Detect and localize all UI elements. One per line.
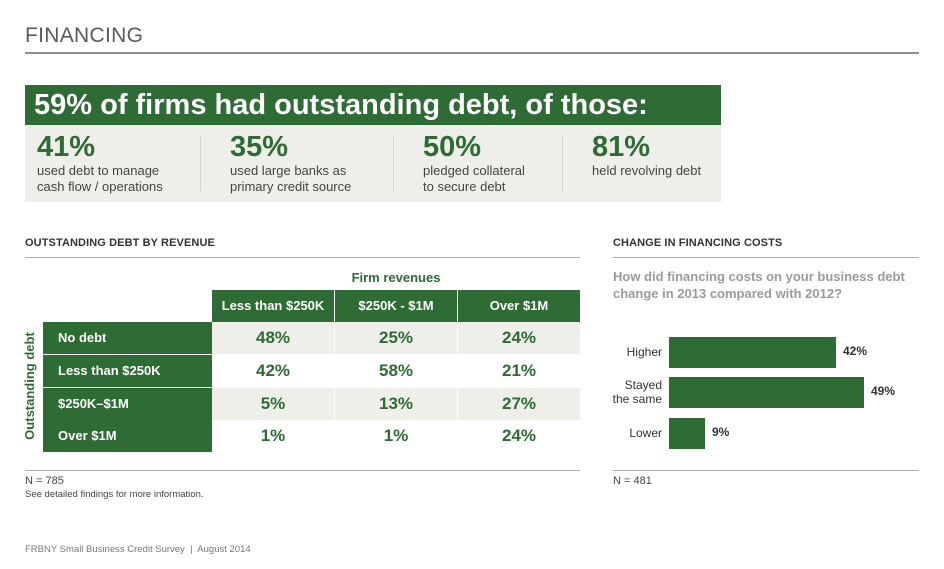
title-divider: [25, 52, 919, 54]
highlight-headline: 59% of firms had outstanding debt, of th…: [25, 85, 721, 125]
table-cell: 58%: [378, 361, 414, 380]
left-section-divider: [25, 257, 580, 258]
table-cell: 42%: [255, 361, 291, 380]
stat-revolving-debt: 81% held revolving debt: [592, 131, 701, 179]
stat-value: 41%: [37, 131, 96, 163]
row-header: Less than $250K: [43, 355, 212, 387]
table-cell: 5%: [212, 388, 334, 420]
table-cell: 21%: [501, 361, 537, 380]
stat-desc-line1: pledged collateral: [423, 163, 525, 178]
bar-category-line: Stayed: [624, 378, 662, 392]
stat-value: 81%: [592, 131, 651, 163]
bar-category-line: Lower: [629, 426, 662, 440]
row-header: $250K–$1M: [43, 388, 212, 420]
table-cell: 1%: [260, 426, 286, 445]
bar-category-line: the same: [612, 392, 662, 406]
stat-desc-line1: used large banks as: [230, 163, 347, 178]
page-title: FINANCING: [25, 24, 144, 47]
stat-separator: [393, 135, 394, 191]
stat-separator: [200, 135, 201, 191]
bar-category-label: Stayed the same: [583, 378, 662, 406]
left-sample-size: N = 785: [25, 475, 64, 487]
bar: [669, 417, 705, 449]
row-header: No debt: [43, 322, 212, 354]
left-section-title: OUTSTANDING DEBT BY REVENUE: [25, 237, 215, 249]
stat-value: 50%: [423, 131, 482, 163]
right-section-divider: [613, 257, 919, 258]
table-cell: 48%: [212, 322, 334, 354]
bar-value-label: 42%: [843, 344, 868, 358]
column-group-label: Firm revenues: [351, 270, 441, 285]
row-group-label: Outstanding debt: [22, 332, 37, 440]
column-header: Over $1M: [458, 290, 580, 322]
stat-large-banks: 35% used large banks as primary credit s…: [230, 131, 351, 195]
table-cell: 24%: [458, 322, 580, 354]
bar-category-label: Lower: [583, 426, 662, 440]
stat-desc-line2: cash flow / operations: [37, 179, 163, 194]
stat-value: 35%: [230, 131, 289, 163]
stat-separator: [562, 135, 563, 191]
table-cell: 13%: [335, 388, 457, 420]
stat-desc-line1: used debt to manage: [37, 163, 160, 178]
stat-desc-line1: held revolving debt: [592, 163, 702, 178]
highlight-stats: 41% used debt to manage cash flow / oper…: [25, 125, 721, 202]
row-header: Over $1M: [43, 420, 212, 452]
bar-value-label: 9%: [712, 425, 730, 439]
right-sample-size: N = 481: [613, 475, 652, 487]
bar-value-label: 49%: [871, 384, 896, 398]
column-header: $250K - $1M: [335, 290, 457, 322]
bar-category-line: Higher: [626, 345, 662, 359]
table-cell: 27%: [458, 388, 580, 420]
stat-collateral: 50% pledged collateral to secure debt: [423, 131, 525, 195]
stat-debt-cashflow: 41% used debt to manage cash flow / oper…: [37, 131, 163, 195]
right-bottom-divider: [613, 470, 919, 471]
right-section-title: CHANGE IN FINANCING COSTS: [613, 237, 783, 249]
stat-desc-line2: to secure debt: [423, 179, 506, 194]
stat-desc-line2: primary credit source: [230, 179, 352, 194]
left-bottom-divider: [25, 470, 580, 471]
column-header: Less than $250K: [212, 290, 334, 322]
survey-question: How did financing costs on your business…: [613, 269, 905, 301]
table-cell: 25%: [335, 322, 457, 354]
table-cell: 24%: [501, 426, 537, 445]
bar: [669, 376, 864, 408]
left-footnote: See detailed findings for more informati…: [25, 489, 204, 500]
footer-source: FRBNY Small Business Credit Survey | Aug…: [25, 544, 251, 555]
bar-category-label: Higher: [583, 345, 662, 359]
table-cell: 1%: [383, 426, 409, 445]
bar: [669, 336, 836, 368]
